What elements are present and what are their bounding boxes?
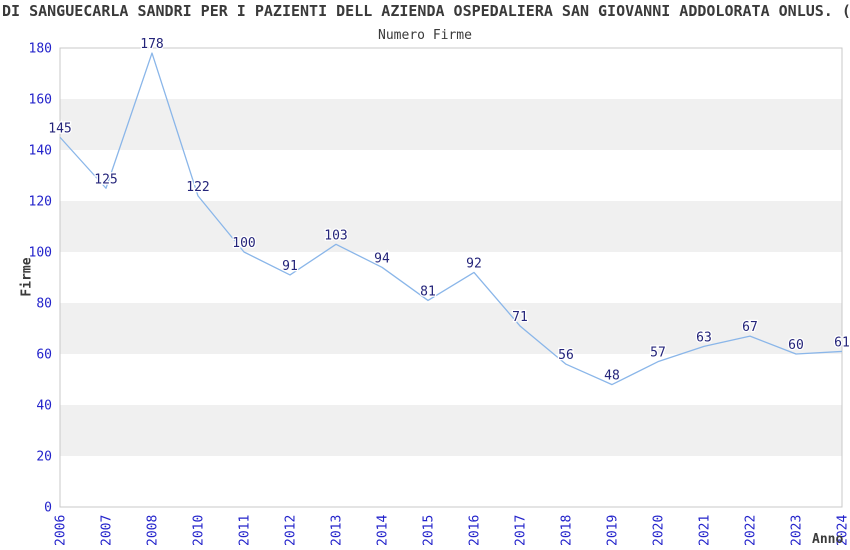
y-axis-label: Firme <box>19 257 35 297</box>
x-tick-label: 2017 <box>514 515 529 546</box>
x-tick-label: 2022 <box>744 515 759 546</box>
x-tick-label: 2012 <box>284 515 299 546</box>
value-label: 178 <box>140 37 163 52</box>
value-label: 61 <box>834 335 850 350</box>
y-tick-label: 80 <box>36 297 52 312</box>
x-tick-label: 2019 <box>606 515 621 546</box>
y-tick-label: 60 <box>36 348 52 363</box>
x-tick-label: 2011 <box>238 515 253 546</box>
x-tick-label: 2013 <box>330 515 345 546</box>
value-label: 67 <box>742 320 758 335</box>
y-tick-label: 140 <box>29 144 52 159</box>
data-line <box>59 52 843 386</box>
x-tick-label: 2014 <box>376 515 391 546</box>
x-tick-label: 2008 <box>146 515 161 546</box>
y-tick-label: 180 <box>29 42 52 57</box>
plot-border <box>59 47 843 508</box>
y-tick-label: 160 <box>29 93 52 108</box>
value-label: 71 <box>512 310 528 325</box>
value-label: 91 <box>282 259 298 274</box>
y-tick-label: 40 <box>36 399 52 414</box>
x-tick-label: 2010 <box>192 515 207 546</box>
value-label: 56 <box>558 348 574 363</box>
plot-band <box>60 405 842 456</box>
plot-band <box>60 99 842 150</box>
value-label: 100 <box>232 236 255 251</box>
x-tick-label: 2020 <box>652 515 667 546</box>
x-tick-label: 2018 <box>560 515 575 546</box>
x-tick-label: 2007 <box>100 515 115 546</box>
value-label: 145 <box>48 121 71 136</box>
x-tick-label: 2024 <box>836 515 850 546</box>
x-axis-label: Anno <box>812 532 844 547</box>
plot-band <box>60 303 842 354</box>
value-label: 122 <box>186 180 209 195</box>
y-tick-label: 0 <box>44 501 52 516</box>
x-tick-label: 2006 <box>54 515 69 546</box>
value-label: 60 <box>788 338 804 353</box>
value-label: 57 <box>650 346 666 361</box>
x-tick-label: 2021 <box>698 515 713 546</box>
x-tick-label: 2023 <box>790 515 805 546</box>
value-label: 94 <box>374 251 390 266</box>
value-label: 125 <box>94 172 117 187</box>
value-label: 92 <box>466 256 482 271</box>
plot-band <box>60 201 842 252</box>
value-label: 103 <box>324 228 347 243</box>
chart-title: DI SANGUECARLA SANDRI PER I PAZIENTI DEL… <box>2 4 850 19</box>
y-tick-label: 120 <box>29 195 52 210</box>
y-tick-label: 100 <box>29 246 52 261</box>
chart-subtitle: Numero Firme <box>378 28 472 43</box>
value-label: 81 <box>420 284 436 299</box>
value-label: 63 <box>696 330 712 345</box>
y-tick-label: 20 <box>36 450 52 465</box>
value-label: 48 <box>604 369 620 384</box>
x-tick-label: 2016 <box>468 515 483 546</box>
x-tick-label: 2015 <box>422 515 437 546</box>
